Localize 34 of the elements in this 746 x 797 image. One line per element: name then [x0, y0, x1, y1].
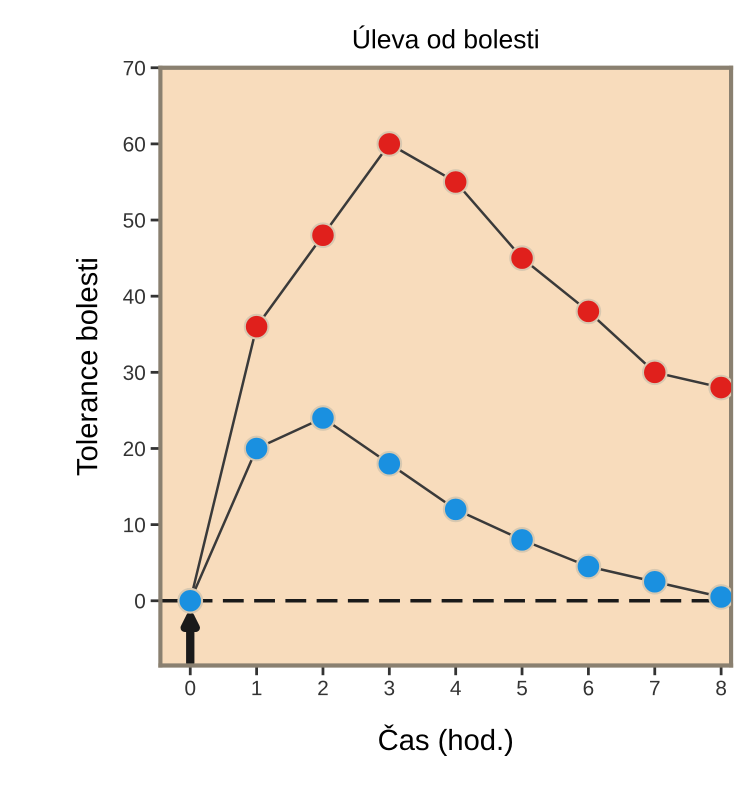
x-tick-label: 3 [384, 680, 394, 696]
x-tick-label: 6 [584, 680, 594, 696]
point [310, 405, 336, 431]
y-tick-label: 20 [124, 441, 145, 456]
y-tick-label: 10 [124, 518, 145, 532]
point [509, 527, 535, 553]
point [244, 436, 270, 462]
x-axis-title: Čas (hod.) [379, 724, 512, 756]
chart-title: Úleva od bolesti [354, 25, 538, 49]
y-tick-label: 50 [123, 213, 145, 228]
y-tick-label: 70 [124, 60, 145, 76]
y-tick-label: 40 [123, 289, 145, 304]
y-axis-title: Tolerance bolesti [76, 259, 98, 476]
y-tick-label: 0 [135, 594, 145, 609]
point [376, 450, 402, 477]
point [244, 314, 270, 340]
point [442, 169, 469, 195]
point [576, 554, 602, 580]
y-tick-label: 60 [124, 136, 145, 152]
point [576, 298, 602, 324]
x-tick-label: 4 [450, 680, 461, 696]
x-tick-label: 0 [185, 680, 196, 696]
point [642, 568, 668, 595]
point [310, 222, 336, 248]
point [642, 359, 668, 386]
point [376, 131, 402, 157]
x-tick-label: 7 [650, 680, 660, 696]
point [442, 496, 469, 522]
point [509, 245, 535, 271]
x-tick-label: 1 [252, 680, 262, 696]
y-tick-label: 30 [123, 365, 145, 380]
x-tick-label: 5 [517, 680, 527, 696]
x-tick-label: 8 [716, 680, 726, 696]
x-tick-label: 2 [318, 680, 328, 696]
